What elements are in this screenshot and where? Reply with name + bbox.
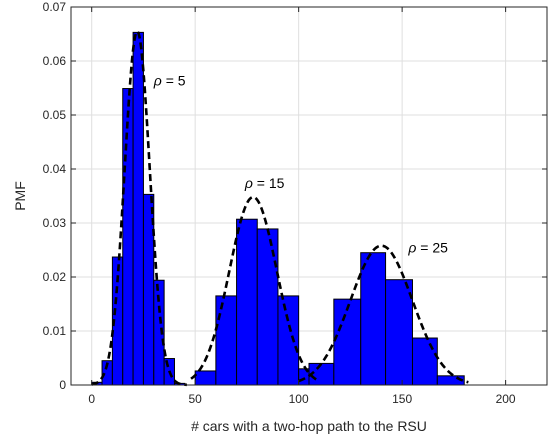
histogram-bar: [256, 228, 279, 386]
histogram-bar: [215, 295, 238, 386]
y-axis-label: PMF: [12, 181, 28, 211]
y-tick-label: 0.03: [43, 216, 67, 230]
series-label: ρ = 5: [153, 72, 186, 88]
x-tick-label: 150: [392, 392, 412, 406]
x-tick-label: 200: [496, 392, 516, 406]
histogram-bar: [194, 370, 217, 386]
y-tick-label: 0.04: [43, 162, 67, 176]
axis-ticks: 0 50 100 150 200 0 0.01 0.02 0.03 0.04 0.05 0.06 0.0…: [43, 0, 547, 406]
x-tick-label: 50: [188, 392, 202, 406]
fit-curves: [91, 29, 469, 387]
fit-curve: [91, 29, 187, 387]
y-tick-label: 0.07: [43, 0, 67, 14]
x-tick-label: 100: [289, 392, 309, 406]
histogram-bar: [360, 252, 387, 386]
y-tick-label: 0.01: [43, 324, 67, 338]
histogram-bar: [277, 295, 300, 386]
histogram-bar: [333, 298, 362, 386]
x-axis-label: # cars with a two-hop path to the RSU: [191, 418, 427, 434]
histogram-bar: [132, 31, 144, 386]
x-tick-label: 0: [88, 392, 95, 406]
series-label: ρ = 25: [407, 240, 448, 256]
y-tick-label: 0.06: [43, 54, 67, 68]
histogram-bar: [411, 337, 438, 386]
histogram-bars: [91, 31, 465, 386]
y-tick-label: 0.02: [43, 270, 67, 284]
histogram-bar: [385, 279, 413, 386]
axes-box: [70, 6, 548, 386]
histogram-bar: [236, 218, 258, 386]
series-label: ρ = 15: [244, 175, 285, 191]
series-labels: ρ = 5 ρ = 15 ρ = 25: [153, 72, 448, 255]
fit-curve: [298, 244, 469, 384]
y-tick-label: 0: [59, 378, 66, 392]
y-tick-label: 0.05: [43, 108, 67, 122]
